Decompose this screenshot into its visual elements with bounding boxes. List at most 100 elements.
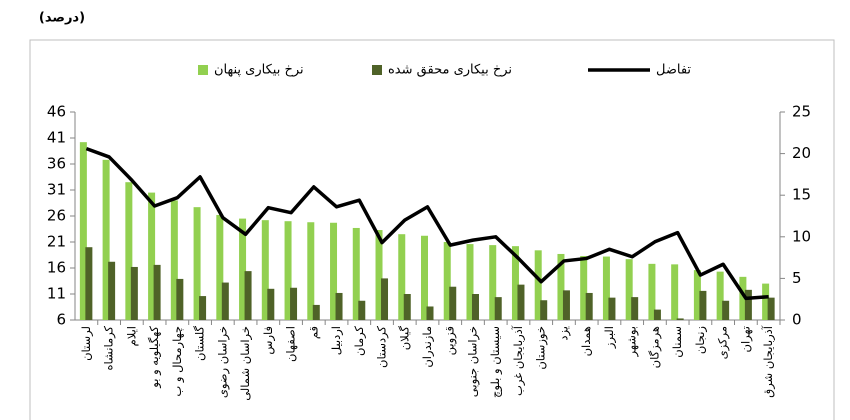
x-tick-label: گیلان bbox=[397, 325, 411, 350]
bar bbox=[421, 235, 428, 320]
bar bbox=[130, 266, 138, 320]
x-tick-label: کهگیلویه و بو bbox=[147, 325, 162, 388]
x-tick-label: یزد bbox=[556, 326, 571, 341]
bar bbox=[102, 159, 110, 320]
x-tick-label: بوشهر bbox=[625, 326, 640, 357]
x-tick-label: خوزستان bbox=[534, 326, 549, 370]
bar bbox=[221, 282, 229, 320]
bar bbox=[699, 290, 707, 320]
bar bbox=[176, 278, 184, 320]
x-tick-label: چهارمحال و ب bbox=[170, 326, 185, 397]
x-tick-label: خراسان رضوی bbox=[215, 326, 230, 398]
bar bbox=[426, 306, 434, 320]
bar bbox=[358, 300, 366, 320]
bar bbox=[148, 192, 156, 320]
bar bbox=[443, 242, 451, 320]
bar bbox=[239, 218, 247, 320]
bar bbox=[494, 297, 502, 320]
y2-tick-label: 10 bbox=[792, 227, 811, 245]
x-tick-label: زنجان bbox=[693, 326, 708, 354]
bar bbox=[489, 245, 497, 320]
y-tick-label: 31 bbox=[47, 181, 66, 199]
bar bbox=[398, 234, 406, 320]
x-tick-label: کرمانشاه bbox=[102, 325, 117, 370]
x-tick-label: سمنان bbox=[670, 326, 684, 358]
bar bbox=[471, 294, 479, 320]
bar bbox=[602, 256, 610, 320]
bar bbox=[540, 300, 548, 320]
bar bbox=[580, 256, 588, 320]
y-tick-label: 11 bbox=[47, 285, 66, 303]
bar bbox=[517, 284, 525, 320]
bar bbox=[79, 142, 87, 320]
bar bbox=[676, 318, 684, 320]
x-tick-label: سیستان و بلوچ bbox=[488, 326, 503, 398]
bar bbox=[312, 304, 320, 320]
bar bbox=[125, 182, 133, 320]
bar bbox=[261, 220, 269, 320]
chart-frame bbox=[29, 39, 835, 420]
bar bbox=[625, 259, 633, 320]
y-tick-label: 36 bbox=[47, 155, 66, 173]
y2-tick-label: 20 bbox=[792, 144, 811, 162]
y-tick-label: 21 bbox=[47, 233, 66, 251]
legend-label: تفاضل bbox=[656, 63, 691, 78]
y-tick-label: 46 bbox=[47, 103, 66, 121]
bar bbox=[352, 227, 360, 320]
x-tick-label: گلستان bbox=[193, 325, 207, 360]
bar bbox=[108, 261, 116, 320]
bar bbox=[608, 297, 616, 320]
x-tick-label: هرمزگان bbox=[647, 326, 662, 368]
legend-label: نرخ بیکاری محقق شده bbox=[388, 63, 512, 78]
legend-marker bbox=[372, 65, 382, 75]
legend-label: نرخ بیکاری پنهان bbox=[214, 63, 304, 78]
bar bbox=[722, 300, 730, 320]
x-tick-label: آذربایجان غرب bbox=[511, 325, 526, 396]
bar bbox=[653, 309, 661, 320]
bar bbox=[562, 290, 570, 320]
bar bbox=[330, 222, 338, 320]
bar bbox=[671, 264, 679, 320]
x-tick-label: مرکزی bbox=[716, 326, 731, 359]
bar bbox=[267, 288, 275, 320]
bar bbox=[557, 253, 565, 320]
x-tick-label: قزوین bbox=[443, 326, 458, 355]
x-tick-label: اصفهان bbox=[284, 326, 298, 362]
bar bbox=[403, 294, 411, 320]
bar bbox=[290, 287, 298, 320]
y-tick-label: 6 bbox=[56, 311, 66, 329]
bar bbox=[466, 244, 474, 320]
x-tick-label: قم bbox=[306, 326, 320, 339]
unit-label: (درصد) bbox=[39, 11, 85, 26]
x-tick-label: ایلام bbox=[124, 326, 138, 346]
x-tick-label: مازندران bbox=[420, 326, 435, 368]
bar bbox=[511, 246, 519, 320]
x-tick-label: فارس bbox=[261, 326, 276, 355]
bar bbox=[244, 271, 252, 320]
bar bbox=[216, 214, 224, 320]
y2-tick-label: 15 bbox=[792, 186, 811, 204]
y2-tick-label: 5 bbox=[792, 269, 802, 287]
x-tick-label: کردستان bbox=[375, 325, 390, 368]
y-tick-label: 16 bbox=[47, 259, 66, 277]
bar bbox=[375, 230, 383, 320]
bar bbox=[381, 278, 389, 320]
bar bbox=[307, 222, 315, 320]
bar bbox=[739, 276, 747, 320]
bar bbox=[744, 289, 752, 320]
bar bbox=[762, 283, 770, 320]
bar bbox=[193, 207, 201, 320]
y-tick-label: 41 bbox=[47, 129, 66, 147]
bar bbox=[585, 292, 593, 320]
x-tick-label: کرمان bbox=[352, 325, 367, 355]
bar bbox=[648, 263, 656, 320]
bar bbox=[631, 297, 639, 320]
bar bbox=[693, 270, 701, 320]
bar bbox=[199, 296, 207, 320]
bar bbox=[284, 221, 292, 320]
bar bbox=[767, 297, 775, 320]
x-tick-label: اردبیل bbox=[329, 326, 344, 355]
x-tick-label: خراسان شمالی bbox=[238, 326, 253, 401]
bar bbox=[170, 200, 178, 320]
